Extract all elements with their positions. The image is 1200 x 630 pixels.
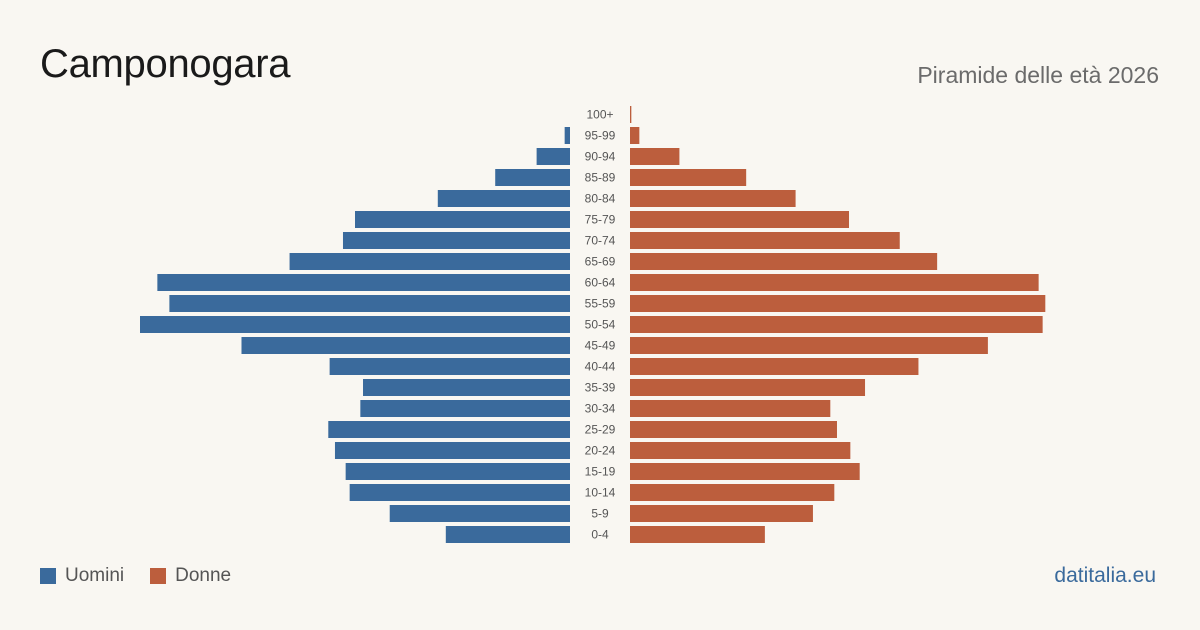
chart-legend: Uomini Donne <box>40 565 257 587</box>
bar-women-15-19 <box>630 463 860 480</box>
bar-women-40-44 <box>630 358 919 375</box>
bar-men-50-54 <box>140 316 570 333</box>
age-group-label: 65-69 <box>585 255 616 269</box>
brand-link[interactable]: datitalia.eu <box>1054 564 1156 587</box>
age-group-label: 90-94 <box>585 150 616 164</box>
bar-men-30-34 <box>360 400 570 417</box>
page-title: Camponogara <box>40 42 291 86</box>
bar-men-20-24 <box>334 442 570 459</box>
bar-women-80-84 <box>630 190 796 207</box>
age-group-label: 80-84 <box>585 192 616 206</box>
bar-women-50-54 <box>630 316 1043 333</box>
bar-men-25-29 <box>328 421 570 438</box>
bar-men-80-84 <box>437 190 570 207</box>
bar-men-5-9 <box>389 505 570 522</box>
bar-women-60-64 <box>630 274 1039 291</box>
bar-men-85-89 <box>495 169 570 186</box>
bar-women-5-9 <box>630 505 813 522</box>
legend-swatch-women <box>150 568 167 584</box>
bar-women-55-59 <box>630 295 1046 312</box>
bar-women-25-29 <box>630 421 837 438</box>
bar-men-60-64 <box>157 274 571 291</box>
age-group-label: 40-44 <box>585 360 616 374</box>
bar-women-75-79 <box>630 211 850 228</box>
bar-men-55-59 <box>169 295 570 312</box>
bar-women-90-94 <box>630 148 680 165</box>
chart-subtitle: Piramide delle età 2026 <box>917 62 1159 88</box>
bar-women-70-74 <box>630 232 900 249</box>
age-group-label: 45-49 <box>585 339 616 353</box>
bar-women-65-69 <box>630 253 938 270</box>
bar-men-40-44 <box>329 358 570 375</box>
legend-label-women: Donne <box>175 565 232 586</box>
bar-men-70-74 <box>342 232 570 249</box>
age-group-label: 70-74 <box>585 234 616 248</box>
legend-item-women: Donne <box>150 565 231 587</box>
age-group-label: 85-89 <box>585 171 616 185</box>
age-group-label: 20-24 <box>585 444 616 458</box>
bar-women-95-99 <box>630 127 640 144</box>
legend-label-men: Uomini <box>65 565 125 586</box>
bar-men-95-99 <box>564 127 570 144</box>
age-group-label: 50-54 <box>585 318 616 332</box>
legend-swatch-men <box>40 568 56 584</box>
age-group-label: 60-64 <box>585 276 616 290</box>
bar-men-75-79 <box>355 211 570 228</box>
bar-women-10-14 <box>630 484 835 501</box>
bar-women-85-89 <box>630 169 747 186</box>
age-group-label: 25-29 <box>585 423 616 437</box>
bar-women-100+ <box>630 106 632 123</box>
bar-men-65-69 <box>289 253 570 270</box>
bar-men-35-39 <box>363 379 570 396</box>
bar-men-45-49 <box>241 337 571 354</box>
age-group-label: 10-14 <box>585 486 616 500</box>
legend-item-men: Uomini <box>40 565 124 587</box>
age-group-label: 75-79 <box>585 213 616 227</box>
age-group-label: 95-99 <box>585 129 616 143</box>
bar-men-0-4 <box>445 526 570 543</box>
age-group-label: 100+ <box>586 108 613 122</box>
age-group-label: 35-39 <box>585 381 616 395</box>
age-group-label: 5-9 <box>591 507 609 521</box>
age-group-label: 30-34 <box>585 402 616 416</box>
bar-women-30-34 <box>630 400 831 417</box>
bar-men-90-94 <box>536 148 570 165</box>
age-group-label: 0-4 <box>591 528 609 542</box>
bar-women-45-49 <box>630 337 988 354</box>
bar-women-35-39 <box>630 379 866 396</box>
age-group-label: 15-19 <box>585 465 616 479</box>
bar-men-10-14 <box>349 484 570 501</box>
bar-women-0-4 <box>630 526 765 543</box>
age-group-label: 55-59 <box>585 297 616 311</box>
bar-men-15-19 <box>345 463 570 480</box>
bar-women-20-24 <box>630 442 851 459</box>
